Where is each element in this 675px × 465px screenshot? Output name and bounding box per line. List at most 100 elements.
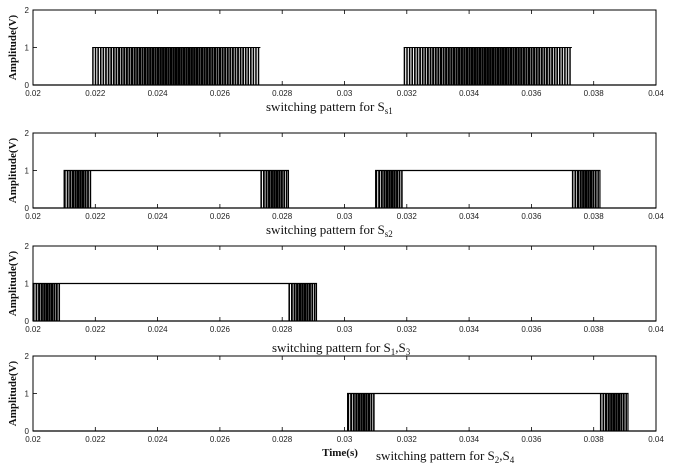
pwm-pulse xyxy=(262,170,265,208)
pwm-pulse xyxy=(426,47,429,85)
pwm-pulse xyxy=(396,170,399,208)
pwm-pulse xyxy=(303,283,307,321)
pwm-pulse xyxy=(424,47,427,85)
pwm-pulse xyxy=(401,170,403,208)
pwm-pulse xyxy=(283,170,286,208)
pwm-pulse xyxy=(486,47,489,85)
pwm-pulse xyxy=(53,283,56,321)
pwm-pulse xyxy=(553,47,556,85)
pwm-pulse xyxy=(40,283,43,321)
pwm-pulse xyxy=(74,170,77,208)
y-axis-label: Amplitude(V) xyxy=(7,14,19,80)
pwm-pulse xyxy=(579,170,582,208)
pwm-pulse xyxy=(206,47,209,85)
pwm-pulse xyxy=(540,47,543,85)
caption-subscript-2: 4 xyxy=(510,455,515,465)
pwm-pulse xyxy=(615,393,618,431)
pwm-pulse xyxy=(120,47,123,85)
caption-main: switching pattern for S xyxy=(266,222,385,237)
pwm-pulse xyxy=(125,47,128,85)
y-tick-label: 1 xyxy=(25,280,30,289)
pwm-pulse xyxy=(538,47,541,85)
pwm-pulse xyxy=(447,47,450,85)
subplot-3: 0.02 0.022 0.024 0.026 0.028 0.03 0.032 0.034 0.… xyxy=(7,242,664,357)
x-tick-label: 0.032 xyxy=(397,212,418,221)
pwm-pulse xyxy=(527,47,531,85)
pwm-pulse xyxy=(182,47,186,85)
pwm-pulse xyxy=(306,283,309,321)
x-tick-label: 0.02 xyxy=(25,435,41,444)
pwm-pulse xyxy=(406,47,408,85)
y-tick-label: 2 xyxy=(25,242,30,251)
pwm-pulse xyxy=(216,47,219,85)
pwm-pulse xyxy=(99,47,102,85)
pwm-pulse xyxy=(584,170,588,208)
pwm-pulse xyxy=(352,393,355,431)
pwm-pulse xyxy=(84,170,87,208)
pwm-pulse xyxy=(185,47,188,85)
pwm-pulse xyxy=(625,393,627,431)
pwm-pulse xyxy=(380,170,383,208)
pwm-pulse xyxy=(463,47,466,85)
pwm-pulse xyxy=(517,47,520,85)
pwm-pulse xyxy=(115,47,118,85)
pwm-pulse xyxy=(89,170,92,208)
caption-subscript: 2 xyxy=(495,455,500,465)
subplot-2: 0.02 0.022 0.024 0.026 0.028 0.03 0.032 0.034 0.… xyxy=(7,129,664,239)
pwm-pulse-block xyxy=(64,170,93,208)
pwm-pulse xyxy=(569,47,571,85)
pwm-pulse xyxy=(200,47,204,85)
y-tick-label: 1 xyxy=(25,44,30,53)
pwm-pulse xyxy=(421,47,424,85)
pwm-pulse xyxy=(574,170,577,208)
x-tick-label: 0.032 xyxy=(397,435,418,444)
pwm-pulse xyxy=(285,170,288,208)
pwm-pulse xyxy=(231,47,234,85)
pwm-pulse xyxy=(398,170,401,208)
pwm-pulse xyxy=(270,170,273,208)
pwm-pulse xyxy=(455,47,458,85)
pwm-pulse xyxy=(592,170,595,208)
pwm-pulse xyxy=(308,283,311,321)
pwm-pulse xyxy=(118,47,120,85)
signal-high-segment xyxy=(32,282,318,321)
caption-subscript-2: 3 xyxy=(406,347,411,357)
pwm-pulse-block xyxy=(599,393,628,431)
pwm-pulse xyxy=(445,47,448,85)
pwm-pulse xyxy=(213,47,217,85)
x-tick-label: 0.024 xyxy=(148,89,169,98)
subplot-caption: switching pattern for Ss1 xyxy=(266,99,393,116)
pwm-pulse xyxy=(265,170,268,208)
pwm-pulse xyxy=(452,47,456,85)
pwm-pulse xyxy=(260,170,262,208)
pwm-pulse xyxy=(525,47,528,85)
pwm-pulse xyxy=(458,47,461,85)
pwm-pulse xyxy=(224,47,227,85)
pwm-pulse xyxy=(102,47,105,85)
pwm-pulse xyxy=(566,47,569,85)
y-tick-label: 1 xyxy=(25,390,30,399)
subplot-4: 0.02 0.022 0.024 0.026 0.028 0.03 0.032 0.034 0.… xyxy=(7,352,664,465)
y-tick-label: 0 xyxy=(25,81,30,90)
pwm-pulse xyxy=(97,47,99,85)
caption-main: switching pattern for S xyxy=(272,340,391,355)
pwm-pulse xyxy=(290,283,293,321)
pwm-pulse xyxy=(208,47,211,85)
pwm-pulse xyxy=(123,47,126,85)
pwm-pulse xyxy=(268,170,271,208)
pwm-pulse xyxy=(221,47,224,85)
pwm-pulse xyxy=(229,47,232,85)
pwm-pulse xyxy=(393,170,396,208)
pwm-pulse xyxy=(365,393,368,431)
pwm-pulse xyxy=(172,47,175,85)
pwm-pulse xyxy=(58,283,61,321)
pwm-pulse xyxy=(599,393,602,431)
pwm-pulse xyxy=(167,47,170,85)
x-tick-label: 0.02 xyxy=(25,325,41,334)
pwm-pulse xyxy=(548,47,551,85)
x-tick-label: 0.032 xyxy=(397,325,418,334)
pwm-pulse xyxy=(133,47,136,85)
pwm-pulse xyxy=(50,283,54,321)
pwm-pulse xyxy=(105,47,107,85)
y-tick-label: 2 xyxy=(25,129,30,138)
